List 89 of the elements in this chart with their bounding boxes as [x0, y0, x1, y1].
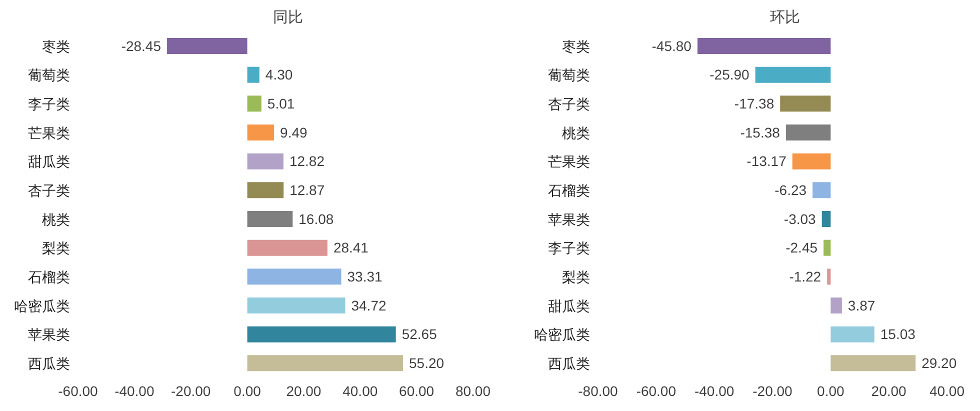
y-tick-label: 石榴类: [28, 269, 70, 286]
y-tick-label: 桃类: [42, 211, 70, 228]
y-tick-label: 桃类: [562, 124, 590, 141]
data-label: -17.38: [734, 96, 774, 112]
y-tick-label: 杏子类: [28, 182, 70, 199]
bar: [755, 66, 831, 83]
data-label: 29.20: [922, 355, 957, 372]
bar: [697, 38, 831, 54]
y-tick-label: 葡萄类: [548, 67, 590, 84]
x-tick-label: 20.00: [286, 382, 322, 399]
bar: [786, 124, 831, 140]
data-label: -25.90: [710, 66, 750, 83]
data-label: 9.49: [280, 124, 308, 140]
bar: [830, 355, 916, 372]
y-tick-label: 哈密瓜类: [14, 298, 70, 314]
data-label: -45.80: [652, 38, 692, 54]
bar: [247, 211, 293, 227]
data-label: 55.20: [409, 355, 444, 372]
data-label: 4.30: [265, 66, 293, 83]
bar: [247, 326, 396, 342]
y-tick-label: 芒果类: [28, 124, 70, 141]
x-tick-label: 60.00: [399, 382, 434, 399]
data-label: -6.23: [774, 182, 807, 198]
bar: [780, 96, 831, 112]
x-tick-label: 40.00: [342, 382, 378, 399]
x-tick-label: -20.00: [752, 382, 793, 399]
data-label: -28.45: [121, 38, 162, 54]
data-label: 33.31: [347, 268, 383, 285]
bar: [247, 240, 328, 256]
y-tick-label: 西瓜类: [548, 356, 590, 372]
chart-title: 环比: [769, 8, 801, 27]
bar: [824, 240, 831, 256]
data-label: -13.17: [746, 153, 787, 170]
bar: [247, 66, 260, 83]
bar: [792, 153, 831, 170]
x-tick-label: 80.00: [455, 382, 491, 399]
bar: [830, 326, 874, 342]
x-tick-label: -40.00: [694, 382, 734, 399]
data-label: -2.45: [786, 240, 818, 256]
x-tick-label: 0.00: [234, 382, 262, 399]
data-label: 34.72: [351, 297, 386, 314]
x-tick-label: -20.00: [171, 382, 211, 399]
data-label: -15.38: [740, 124, 780, 140]
bar: [247, 268, 342, 285]
data-label: -3.03: [784, 210, 816, 227]
bar: [247, 124, 274, 140]
bar: [827, 268, 831, 285]
x-tick-label: 20.00: [871, 382, 907, 399]
y-tick-label: 梨类: [42, 240, 70, 256]
y-tick-label: 甜瓜类: [548, 298, 590, 314]
data-label: 16.08: [298, 210, 334, 227]
y-tick-label: 苹果类: [28, 326, 70, 343]
chart-title: 同比: [272, 8, 304, 27]
x-tick-label: -40.00: [114, 382, 154, 399]
data-label: 3.87: [848, 297, 876, 314]
y-tick-label: 甜瓜类: [28, 154, 70, 170]
bar: [247, 153, 284, 170]
bar: [247, 96, 262, 112]
y-tick-label: 梨类: [562, 269, 590, 286]
y-tick-label: 杏子类: [548, 96, 590, 112]
y-tick-label: 葡萄类: [28, 67, 70, 84]
y-tick-label: 哈密瓜类: [534, 326, 590, 343]
x-tick-label: -60.00: [58, 382, 98, 399]
y-tick-label: 西瓜类: [28, 356, 70, 372]
bar: [830, 298, 842, 314]
y-tick-label: 苹果类: [548, 211, 590, 228]
x-tick-label: 40.00: [929, 382, 965, 399]
data-label: -1.22: [789, 268, 822, 285]
bar: [822, 211, 831, 227]
data-label: 5.01: [267, 96, 295, 112]
x-tick-label: -60.00: [636, 382, 676, 399]
bar: [167, 38, 248, 54]
data-label: 15.03: [880, 326, 916, 342]
y-tick-label: 李子类: [548, 240, 590, 256]
y-tick-label: 枣类: [42, 38, 70, 54]
data-label: 28.41: [333, 240, 369, 256]
y-tick-label: 枣类: [562, 38, 590, 54]
data-label: 12.82: [289, 153, 325, 170]
y-tick-label: 石榴类: [548, 182, 590, 199]
data-label: 12.87: [290, 182, 325, 198]
bar: [247, 298, 346, 314]
bar: [812, 182, 831, 198]
y-tick-label: 李子类: [28, 96, 70, 112]
data-label: 52.65: [402, 326, 438, 342]
bar: [247, 355, 404, 372]
x-tick-label: 0.00: [817, 382, 845, 399]
bar: [247, 182, 284, 198]
y-tick-label: 芒果类: [548, 154, 590, 170]
x-tick-label: -80.00: [578, 382, 618, 399]
